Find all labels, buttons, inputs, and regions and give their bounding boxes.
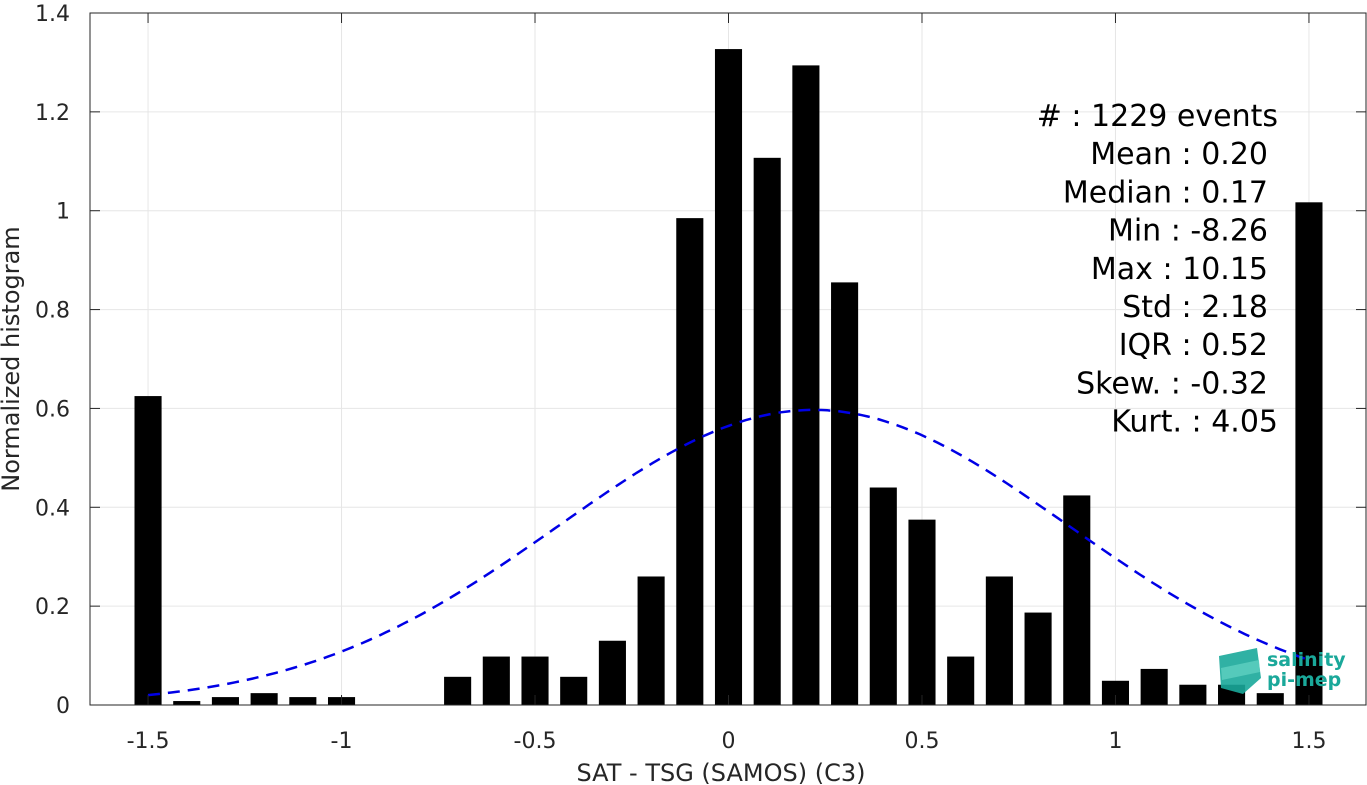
histogram-bar-21 bbox=[947, 656, 975, 705]
x-tick-labels: -1.5 -1 -0.5 0 0.5 1 1.5 bbox=[127, 729, 1327, 754]
histogram-bar-8 bbox=[444, 676, 472, 705]
histogram-bar-19 bbox=[869, 487, 897, 705]
y-tick-label: 1.2 bbox=[35, 101, 70, 126]
y-tick-label: 0 bbox=[56, 694, 70, 719]
salinity-pi-mep-logo: salinity pi-mep bbox=[1219, 648, 1346, 694]
histogram-bar-20 bbox=[908, 519, 936, 705]
x-axis-label: SAT - TSG (SAMOS) (C3) bbox=[577, 759, 866, 785]
histogram-bar-24 bbox=[1063, 495, 1091, 705]
gaussian-fit-curve bbox=[147, 408, 1310, 697]
axes bbox=[89, 12, 1367, 706]
histogram-bar-0 bbox=[134, 396, 162, 705]
x-tick-label: 1.5 bbox=[1291, 729, 1326, 754]
stat-line: # : 1229 events bbox=[1037, 99, 1278, 134]
y-tick-label: 0.4 bbox=[35, 496, 70, 521]
logo-mark-band bbox=[1221, 660, 1260, 680]
y-tick-label: 1.4 bbox=[35, 2, 70, 27]
x-tick-label: 0 bbox=[722, 729, 736, 754]
histogram-bar-22 bbox=[985, 576, 1013, 705]
stat-line: IQR : 0.52 bbox=[1119, 328, 1268, 363]
histogram-bars bbox=[134, 49, 1323, 706]
x-tick-label: -1.5 bbox=[127, 729, 170, 754]
x-tick-label: -1 bbox=[331, 729, 353, 754]
histogram-bar-4 bbox=[289, 697, 317, 705]
stat-line: Max : 10.15 bbox=[1091, 252, 1268, 287]
histogram-bar-29 bbox=[1256, 693, 1284, 705]
histogram-bar-30 bbox=[1295, 202, 1323, 705]
histogram-bar-17 bbox=[792, 65, 820, 705]
histogram-bar-23 bbox=[1024, 612, 1052, 705]
stat-line: Mean : 0.20 bbox=[1090, 137, 1268, 172]
stat-line: Kurt. : 4.05 bbox=[1111, 405, 1278, 440]
x-tick-label: -0.5 bbox=[514, 729, 557, 754]
x-tick-label: 1 bbox=[1108, 729, 1122, 754]
stat-line: Min : -8.26 bbox=[1108, 214, 1268, 249]
y-tick-label: 0.8 bbox=[35, 299, 70, 324]
y-tick-label: 0.6 bbox=[35, 397, 70, 422]
logo-line1: salinity bbox=[1267, 649, 1346, 671]
histogram-bar-26 bbox=[1140, 668, 1168, 705]
histogram-bar-18 bbox=[831, 282, 859, 705]
histogram-bar-13 bbox=[637, 576, 665, 705]
stat-line: Std : 2.18 bbox=[1122, 290, 1268, 325]
y-tick-labels: 0 0.2 0.4 0.6 0.8 1 1.2 1.4 bbox=[35, 2, 70, 719]
histogram-bar-3 bbox=[250, 693, 278, 705]
histogram-bar-15 bbox=[714, 49, 743, 705]
y-axis-label: Normalized histogram bbox=[0, 226, 25, 491]
y-tick-label: 1 bbox=[56, 200, 70, 225]
histogram-bar-1 bbox=[173, 701, 201, 705]
histogram-bar-16 bbox=[753, 157, 781, 706]
logo-line2: pi-mep bbox=[1267, 669, 1341, 691]
x-tick-label: 0.5 bbox=[904, 729, 939, 754]
histogram-bar-27 bbox=[1179, 684, 1207, 705]
histogram-bar-9 bbox=[482, 656, 510, 705]
histogram-bar-12 bbox=[598, 640, 626, 705]
histogram-bar-11 bbox=[560, 676, 588, 705]
histogram-bar-2 bbox=[211, 697, 239, 705]
fit-curve-layer bbox=[147, 408, 1310, 697]
y-tick-label: 0.2 bbox=[35, 595, 70, 620]
stat-line: Skew. : -0.32 bbox=[1076, 366, 1268, 401]
histogram-bar-14 bbox=[676, 218, 704, 705]
stat-line: Median : 0.17 bbox=[1063, 175, 1268, 210]
